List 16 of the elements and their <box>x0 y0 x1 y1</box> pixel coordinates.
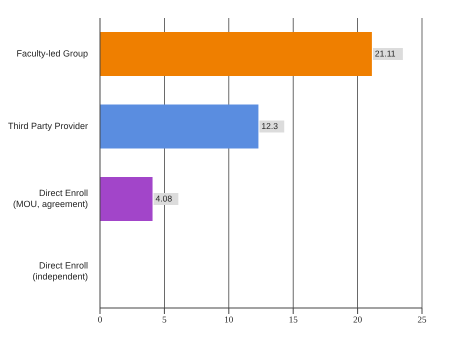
bar <box>100 177 153 221</box>
x-tick-label: 15 <box>288 314 298 324</box>
y-tick-label: Direct Enroll (independent) <box>32 260 88 282</box>
x-tick-label: 5 <box>162 314 168 324</box>
x-tick-label: 25 <box>418 314 427 324</box>
data-label: 12.3 <box>261 120 278 131</box>
y-tick-label: Third Party Provider <box>8 121 88 132</box>
bar <box>100 32 372 76</box>
y-tick-label: Faculty-led Group <box>16 48 88 59</box>
x-tick-label: 20 <box>353 314 363 324</box>
x-tick-label: 10 <box>224 314 234 324</box>
y-tick-label: Direct Enroll (MOU, agreement) <box>12 188 88 210</box>
x-tick-label: 0 <box>98 314 103 324</box>
bar <box>100 104 258 148</box>
data-label: 21.11 <box>374 48 396 58</box>
data-label: 4.08 <box>156 193 172 204</box>
